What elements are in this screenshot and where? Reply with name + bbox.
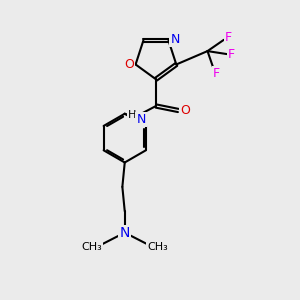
Text: CH₃: CH₃	[147, 242, 168, 252]
Text: N: N	[136, 113, 146, 126]
Text: F: F	[228, 48, 235, 61]
Text: F: F	[213, 67, 220, 80]
Text: H: H	[128, 110, 136, 120]
Text: N: N	[170, 33, 180, 46]
Text: F: F	[225, 31, 232, 44]
Text: O: O	[180, 104, 190, 117]
Text: CH₃: CH₃	[82, 242, 102, 252]
Text: O: O	[124, 58, 134, 71]
Text: N: N	[119, 226, 130, 240]
